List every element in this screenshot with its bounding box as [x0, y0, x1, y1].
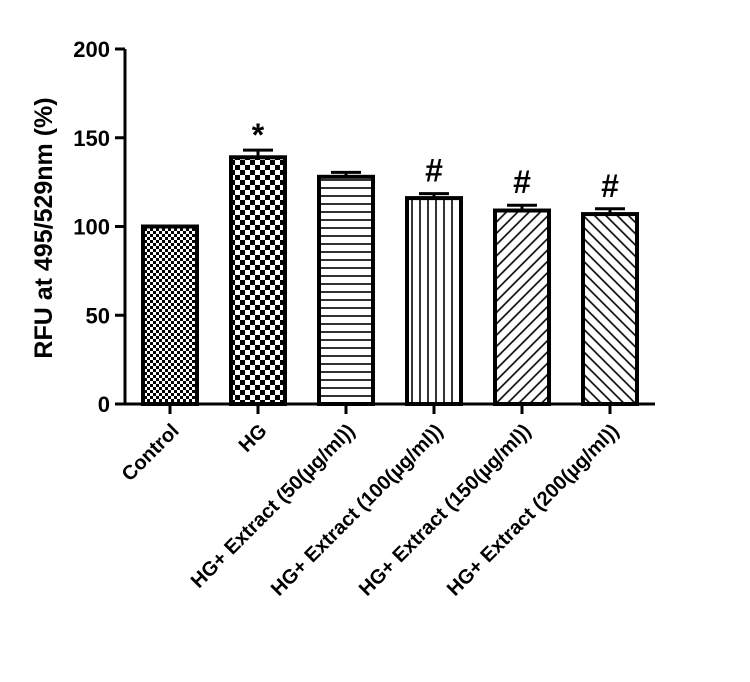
category-label: HG+ Extract (200(µg/ml))	[443, 420, 624, 601]
y-tick-label: 50	[86, 303, 110, 328]
y-tick-label: 0	[98, 392, 110, 417]
bar	[229, 155, 287, 406]
y-tick-label: 100	[73, 215, 110, 240]
category-label: HG+ Extract (100(µg/ml))	[267, 420, 448, 601]
significance-mark: #	[513, 164, 531, 200]
x-axis	[123, 402, 655, 414]
y-tick-label: 200	[73, 37, 110, 62]
error-bars	[243, 148, 625, 215]
category-label: HG+ Extract (150(µg/ml))	[355, 420, 536, 601]
significance-annotations: * # # #	[252, 117, 619, 204]
bars	[141, 155, 639, 406]
y-tick-label: 150	[73, 126, 110, 151]
category-label: HG	[235, 420, 272, 457]
bar	[317, 174, 375, 406]
bar	[405, 196, 463, 406]
significance-mark: #	[601, 168, 619, 204]
bar	[581, 212, 639, 406]
category-label: Control	[118, 420, 184, 486]
bar	[493, 208, 551, 406]
category-label: HG+ Extract (50(µg/ml))	[187, 420, 360, 593]
significance-mark: #	[425, 153, 443, 189]
bar	[141, 224, 199, 406]
y-axis-title: RFU at 495/529nm (%)	[30, 97, 58, 358]
significance-mark: *	[252, 117, 265, 153]
y-axis: 0 50 100 150 200	[73, 37, 127, 417]
